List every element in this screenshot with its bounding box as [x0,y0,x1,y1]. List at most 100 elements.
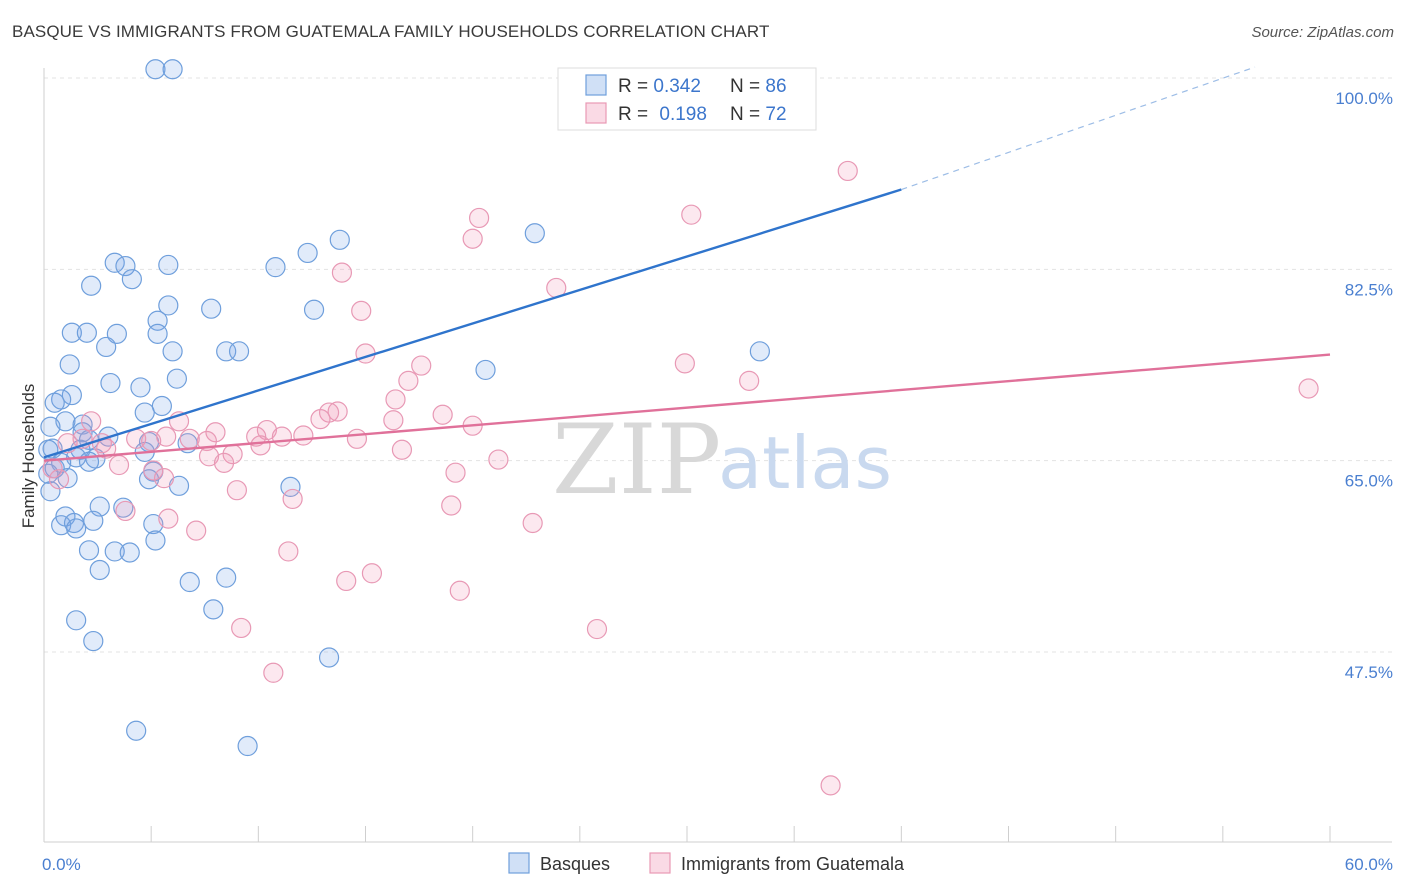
point-basques-16 [61,322,82,343]
point-guatemala-10 [739,370,760,391]
point-basques-26 [475,359,496,381]
point-guatemala-45 [226,480,247,501]
point-guatemala-52 [278,541,299,562]
source-credit: Source: ZipAtlas.com [1251,24,1394,41]
point-guatemala-55 [449,580,470,601]
point-basques-10 [121,269,142,290]
point-guatemala-50 [522,512,543,534]
point-basques-76 [126,720,147,741]
y-tick-label-0: 100.0% [1335,89,1393,108]
point-guatemala-34 [391,439,413,460]
svg-text:R = 0.198: R = 0.198 [618,104,707,125]
point-guatemala-41 [445,462,466,483]
watermark-atlas: atlas [718,421,892,505]
legend-n-value-2: 72 [765,104,786,125]
point-basques-69 [89,559,110,581]
point-guatemala-33 [250,435,271,456]
point-basques-19 [147,323,168,344]
point-guatemala-2 [468,207,490,229]
trend-lines [43,66,1331,462]
legend-swatch-basques [585,74,607,96]
point-basques-9 [265,257,286,278]
point-guatemala-3 [462,228,483,249]
point-guatemala-8 [674,353,695,374]
y-tick-label-1: 82.5% [1345,280,1393,299]
point-guatemala-18 [383,410,404,431]
point-guatemala-42 [143,460,164,481]
point-guatemala-11 [398,370,419,391]
point-basques-20 [96,336,117,358]
point-basques-67 [104,541,125,562]
point-basques-72 [203,599,224,620]
point-basques-58 [113,497,134,518]
point-basques-29 [130,377,151,398]
point-basques-71 [179,571,200,593]
legend-n-label-2: N = [730,104,765,125]
point-basques-33 [151,395,172,417]
point-guatemala-56 [231,617,252,639]
point-guatemala-57 [586,618,608,640]
watermark: ZIP atlas [552,404,892,516]
series-guatemala [42,160,1319,796]
top-legend-box [557,67,817,131]
point-basques-75 [318,647,340,668]
point-basques-64 [66,518,87,539]
point-basques-0 [145,59,166,80]
point-basques-4 [329,229,350,250]
point-guatemala-17 [310,409,331,430]
y-axis-title: Family Households [19,384,38,529]
point-guatemala-59 [820,775,841,796]
chart-title: BASQUE VS IMMIGRANTS FROM GUATEMALA FAMI… [12,22,770,41]
point-guatemala-43 [153,468,175,489]
legend-r-label-1: R = [618,76,653,97]
point-basques-77 [237,735,258,757]
bottom-legend-label-basques: Basques [540,854,610,874]
trend-line-basques-extension [901,66,1256,191]
point-basques-13 [201,298,222,319]
point-basques-21 [162,341,183,362]
y-tick-label-2: 65.0% [1345,472,1393,491]
point-basques-79 [57,468,78,489]
point-guatemala-63 [179,428,200,449]
point-basques-14 [303,299,325,320]
trend-line-basques [43,188,902,459]
point-basques-35 [55,411,76,432]
point-basques-3 [524,223,545,244]
point-guatemala-30 [141,430,162,452]
point-basques-37 [40,416,61,437]
point-basques-12 [158,295,179,316]
legend-swatch-guatemala [585,102,607,124]
point-guatemala-22 [256,419,278,441]
bottom-legend-swatch-guatemala [649,852,671,874]
watermark-zip: ZIP [552,404,721,516]
point-basques-11 [81,275,102,296]
legend-r-value-2: 0.198 [659,104,707,125]
point-guatemala-26 [346,428,368,449]
point-guatemala-16 [432,404,453,425]
point-guatemala-62 [293,425,314,446]
point-guatemala-39 [108,454,130,476]
svg-text:N = 86: N = 86 [730,76,787,97]
point-guatemala-37 [488,449,509,470]
point-guatemala-44 [48,469,70,490]
point-guatemala-27 [156,426,177,447]
point-guatemala-9 [411,355,432,376]
svg-text:R = 0.342: R = 0.342 [618,76,701,97]
point-basques-34 [134,402,155,423]
point-guatemala-21 [81,411,102,432]
point-guatemala-13 [385,389,406,410]
point-basques-18 [106,323,127,344]
point-basques-1 [162,59,183,80]
point-guatemala-12 [1298,378,1319,399]
point-basques-28 [100,372,121,394]
point-basques-8 [158,254,179,276]
point-basques-61 [51,515,72,536]
point-basques-27 [166,368,187,389]
point-basques-17 [76,322,97,343]
point-basques-24 [749,341,770,362]
point-basques-66 [78,540,100,561]
point-guatemala-47 [441,495,462,516]
point-basques-30 [61,384,82,406]
bottom-legend-label-guatemala: Immigrants from Guatemala [681,854,905,874]
